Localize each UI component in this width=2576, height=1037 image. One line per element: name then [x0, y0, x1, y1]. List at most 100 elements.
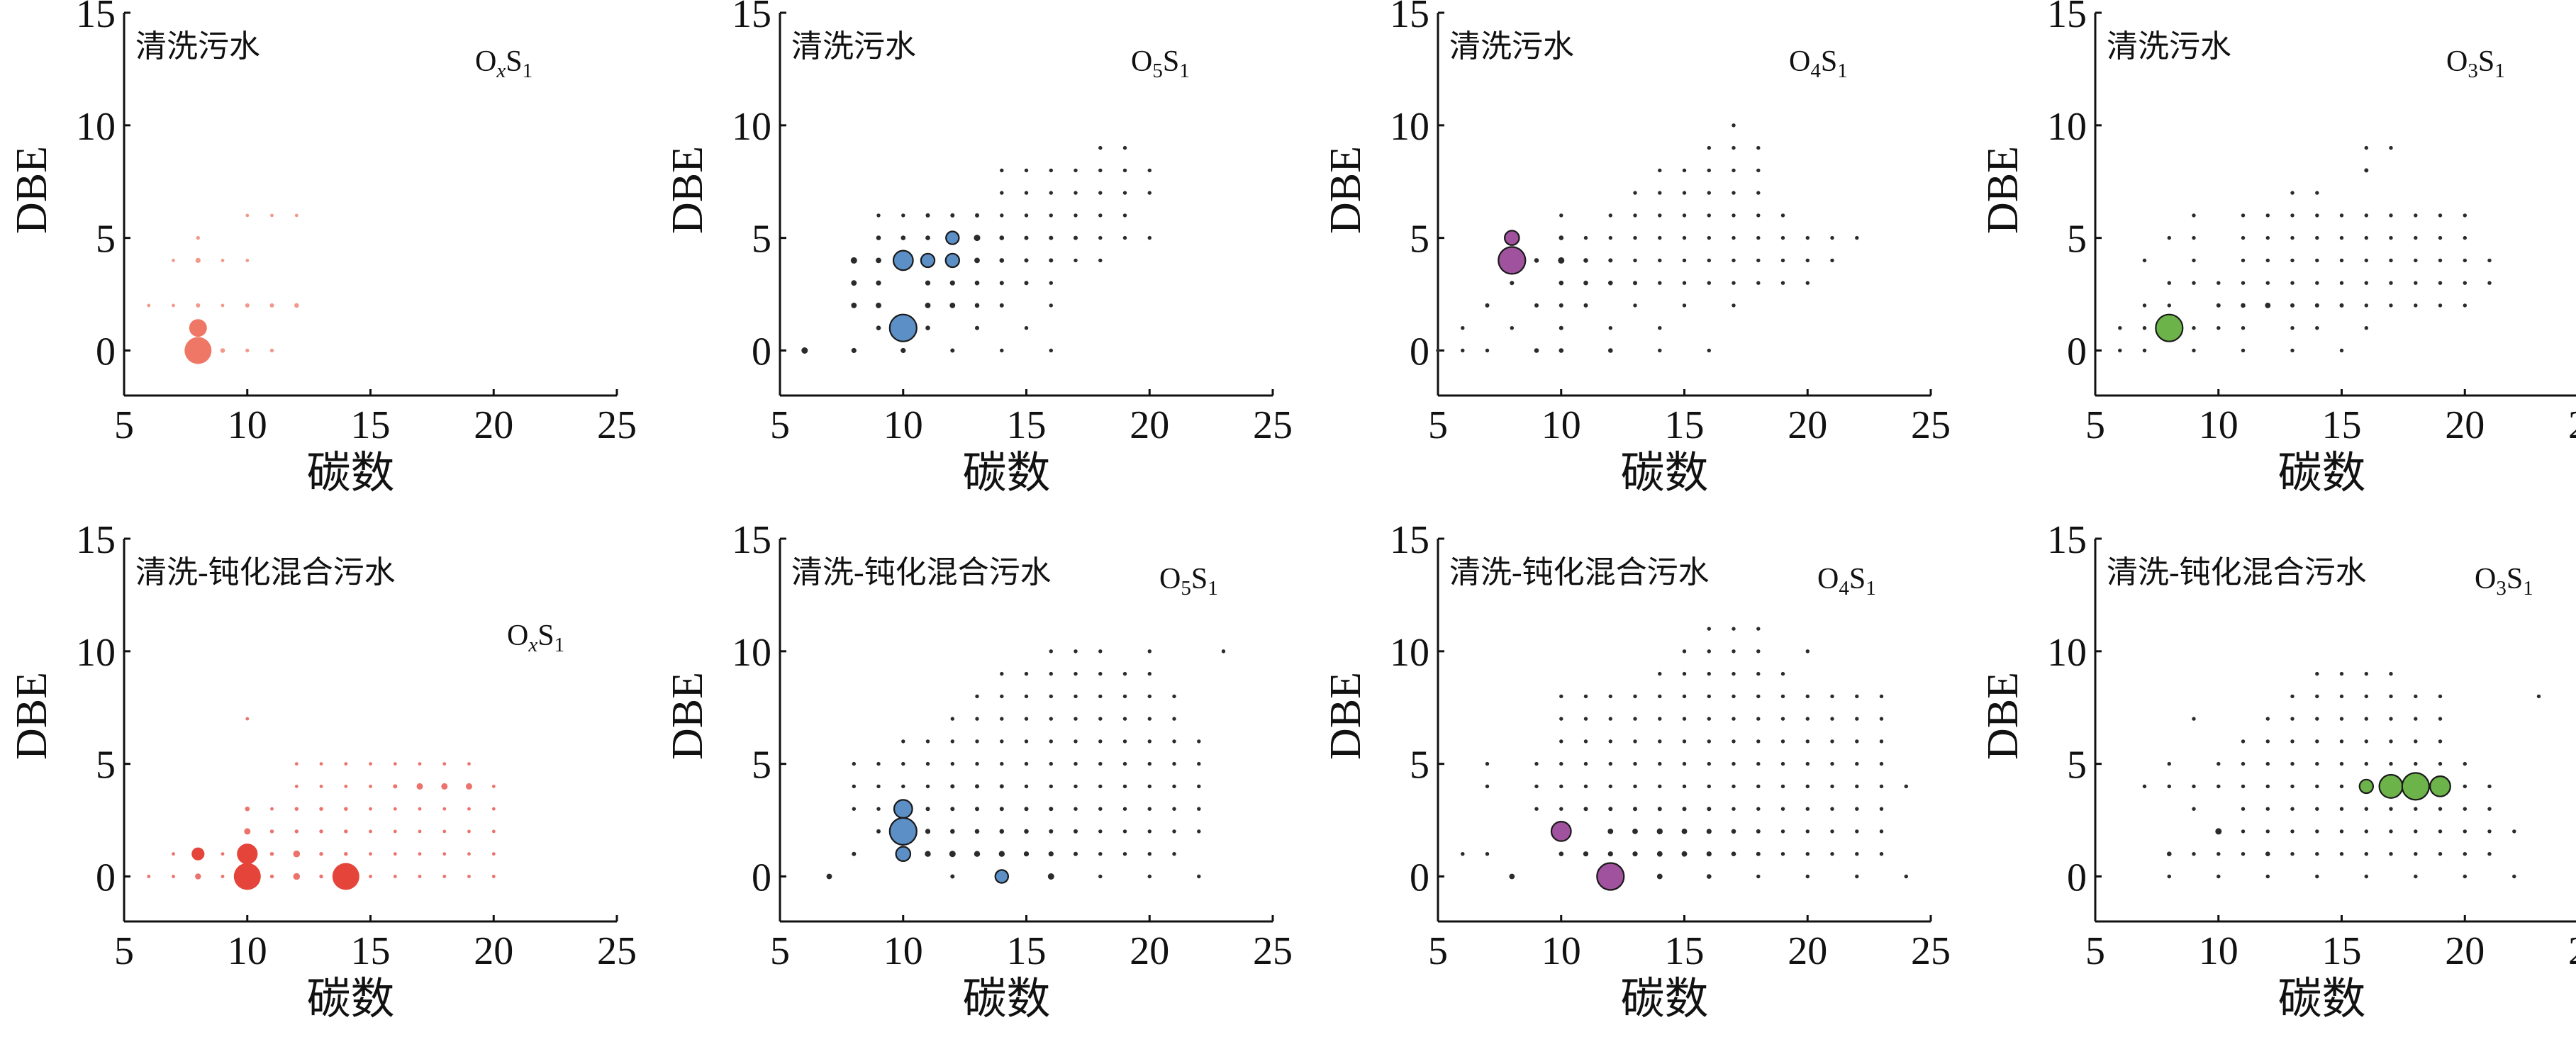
panel-8-point-c18-dbe4: [2401, 772, 2430, 801]
panel-7-point-c12-dbe7: [1608, 717, 1612, 721]
panel-4-point-c18-dbe2: [2414, 303, 2418, 308]
panel-3-point-c18-dbe6: [1756, 213, 1761, 218]
panel-2-x-tick-label: 15: [1007, 403, 1047, 447]
panel-1-point-c8-dbe2: [196, 303, 201, 308]
panel-8-point-c18-dbe8: [2414, 694, 2418, 699]
panel-4-point-c14-dbe3: [2315, 281, 2319, 285]
panel-2-point-c15-dbe8: [1024, 168, 1029, 173]
panel-4-point-c21-dbe4: [2487, 258, 2492, 263]
panel-7-point-c13-dbe5: [1633, 761, 1637, 766]
panel-8-point-c9-dbe3: [2192, 807, 2196, 811]
panel-6-point-c18-dbe4: [1098, 784, 1103, 789]
panel-3-point-c11-dbe2: [1583, 303, 1588, 308]
panel-5-x-tick-label: 5: [114, 929, 134, 973]
panel-6-point-c15-dbe8: [1024, 694, 1029, 699]
panel-6-x-tick-label: 5: [770, 929, 790, 973]
panel-5-point-c7-dbe0: [172, 875, 175, 878]
panel-2-point-c12-dbe0: [950, 348, 955, 353]
panel-7-point-c12-dbe8: [1608, 694, 1612, 699]
panel-5-point-c18-dbe1: [442, 852, 447, 856]
panel-8-point-c13-dbe6: [2290, 739, 2295, 744]
panel-5-point-c13-dbe0: [319, 874, 323, 879]
panel-8-point-c19-dbe7: [2438, 717, 2443, 721]
panel-5-y-tick-label: 0: [96, 856, 116, 899]
panel-3-y-tick-label: 10: [1390, 105, 1429, 149]
panel-1-point-c10-dbe4: [245, 259, 250, 262]
panel-2-point-c20-dbe8: [1147, 168, 1152, 173]
panel-5-point-c15-dbe5: [369, 762, 372, 766]
panel-8-point-c17-dbe8: [2389, 694, 2393, 699]
panel-7-point-c22-dbe0: [1855, 874, 1859, 879]
panel-4-point-c15-dbe5: [2339, 235, 2344, 240]
panel-6-point-c13-dbe5: [975, 761, 979, 766]
panel-5-point-c13-dbe1: [319, 852, 323, 856]
panel-5-point-c15-dbe4: [369, 785, 372, 788]
panel-4-point-c9-dbe4: [2192, 258, 2196, 263]
panel-4-point-c10-dbe2: [2216, 303, 2221, 308]
panel-2-formula-sub1: 5: [1152, 60, 1163, 82]
panel-3-point-c22-dbe5: [1855, 235, 1859, 240]
panel-8-point-c14-dbe9: [2315, 671, 2319, 676]
panel-7-point-c14-dbe9: [1658, 671, 1662, 676]
panel-7-y-tick-label: 0: [1410, 856, 1429, 899]
panel-6-point-c17-dbe5: [1074, 761, 1078, 766]
panel-5-point-c6-dbe0: [147, 875, 151, 878]
panel-7-point-c10-dbe1: [1559, 851, 1564, 856]
panel-6-point-c15-dbe2: [1024, 829, 1029, 834]
panel-6-point-c12-dbe7: [950, 717, 955, 721]
panel-3-formula-sub1: 4: [1810, 60, 1821, 82]
panel-3-point-c12-dbe1: [1608, 326, 1612, 330]
panel-3-point-c18-dbe3: [1756, 281, 1761, 285]
panel-6-point-c15-dbe5: [1024, 761, 1029, 766]
panel-3-point-c12-dbe0: [1608, 348, 1613, 353]
panel-7-point-c17-dbe10: [1732, 649, 1736, 654]
panel-4-point-c12-dbe4: [2265, 258, 2270, 263]
panel-2-point-c14-dbe4: [999, 258, 1005, 263]
panel-4-point-c7-dbe4: [2142, 258, 2147, 263]
panel-6-point-c16-dbe1: [1048, 851, 1054, 857]
panel-7-point-c10-dbe2: [1550, 820, 1572, 842]
panel-2-x-tick-label: 20: [1130, 403, 1169, 447]
panel-1-y-tick-label: 5: [96, 218, 116, 262]
panel-7-point-c19-dbe7: [1780, 717, 1785, 721]
panel-1-y-tick-label: 0: [96, 330, 116, 374]
panel-4-point-c12-dbe6: [2265, 213, 2270, 218]
panel-2-point-c11-dbe4: [920, 252, 936, 269]
panel-8-point-c17-dbe3: [2389, 807, 2393, 811]
panel-2-point-c9-dbe5: [876, 235, 881, 240]
panel-4-point-c11-dbe4: [2241, 258, 2246, 263]
panel-4-point-c13-dbe3: [2290, 281, 2295, 285]
panel-2-x-axis-label: 碳数: [962, 449, 1050, 498]
panel-7-point-c18-dbe10: [1756, 649, 1761, 654]
panel-1-point-c8-dbe4: [195, 257, 201, 263]
panel-3-point-c14-dbe8: [1658, 168, 1662, 173]
panel-4-point-c14-dbe5: [2315, 235, 2319, 240]
panel-3-point-c13-dbe2: [1633, 303, 1637, 308]
panel-8-point-c18-dbe5: [2414, 761, 2418, 766]
panel-2-point-c18-dbe4: [1098, 258, 1103, 263]
panel-4-point-c13-dbe5: [2290, 235, 2295, 240]
panel-7-point-c14-dbe3: [1657, 807, 1662, 812]
panel-5-point-c7-dbe1: [172, 852, 175, 856]
panel-6-y-tick-label: 10: [732, 631, 771, 675]
panel-3-point-c16-dbe0: [1707, 348, 1711, 353]
panel-4-point-c9-dbe3: [2192, 281, 2196, 285]
panel-5-point-c20-dbe0: [491, 875, 496, 878]
panel-6-point-c10-dbe6: [901, 739, 905, 744]
panel-6-point-c8-dbe4: [852, 784, 857, 789]
panel-8-formula-base: O: [2475, 563, 2496, 595]
panel-7-point-c14-dbe5: [1658, 761, 1662, 766]
panel-1-point-c11-dbe0: [269, 348, 274, 353]
panel-5-point-c10-dbe0: [233, 863, 261, 890]
panel-3-point-c9-dbe4: [1534, 258, 1539, 263]
panel-2-point-c20-dbe5: [1147, 235, 1152, 240]
panel-4-y-axis-label: DBE: [1979, 146, 2027, 234]
panel-7-y-tick-label: 10: [1390, 631, 1429, 675]
panel-7-point-c22-dbe2: [1855, 829, 1859, 834]
panel-6-point-c19-dbe8: [1122, 694, 1127, 699]
panel-2-point-c10-dbe5: [901, 235, 906, 240]
panel-7-point-c18-dbe2: [1756, 829, 1761, 834]
panel-3-point-c19-dbe6: [1780, 213, 1785, 218]
panel-4-point-c11-dbe5: [2241, 235, 2246, 240]
panel-8-point-c8-dbe1: [2167, 851, 2172, 856]
